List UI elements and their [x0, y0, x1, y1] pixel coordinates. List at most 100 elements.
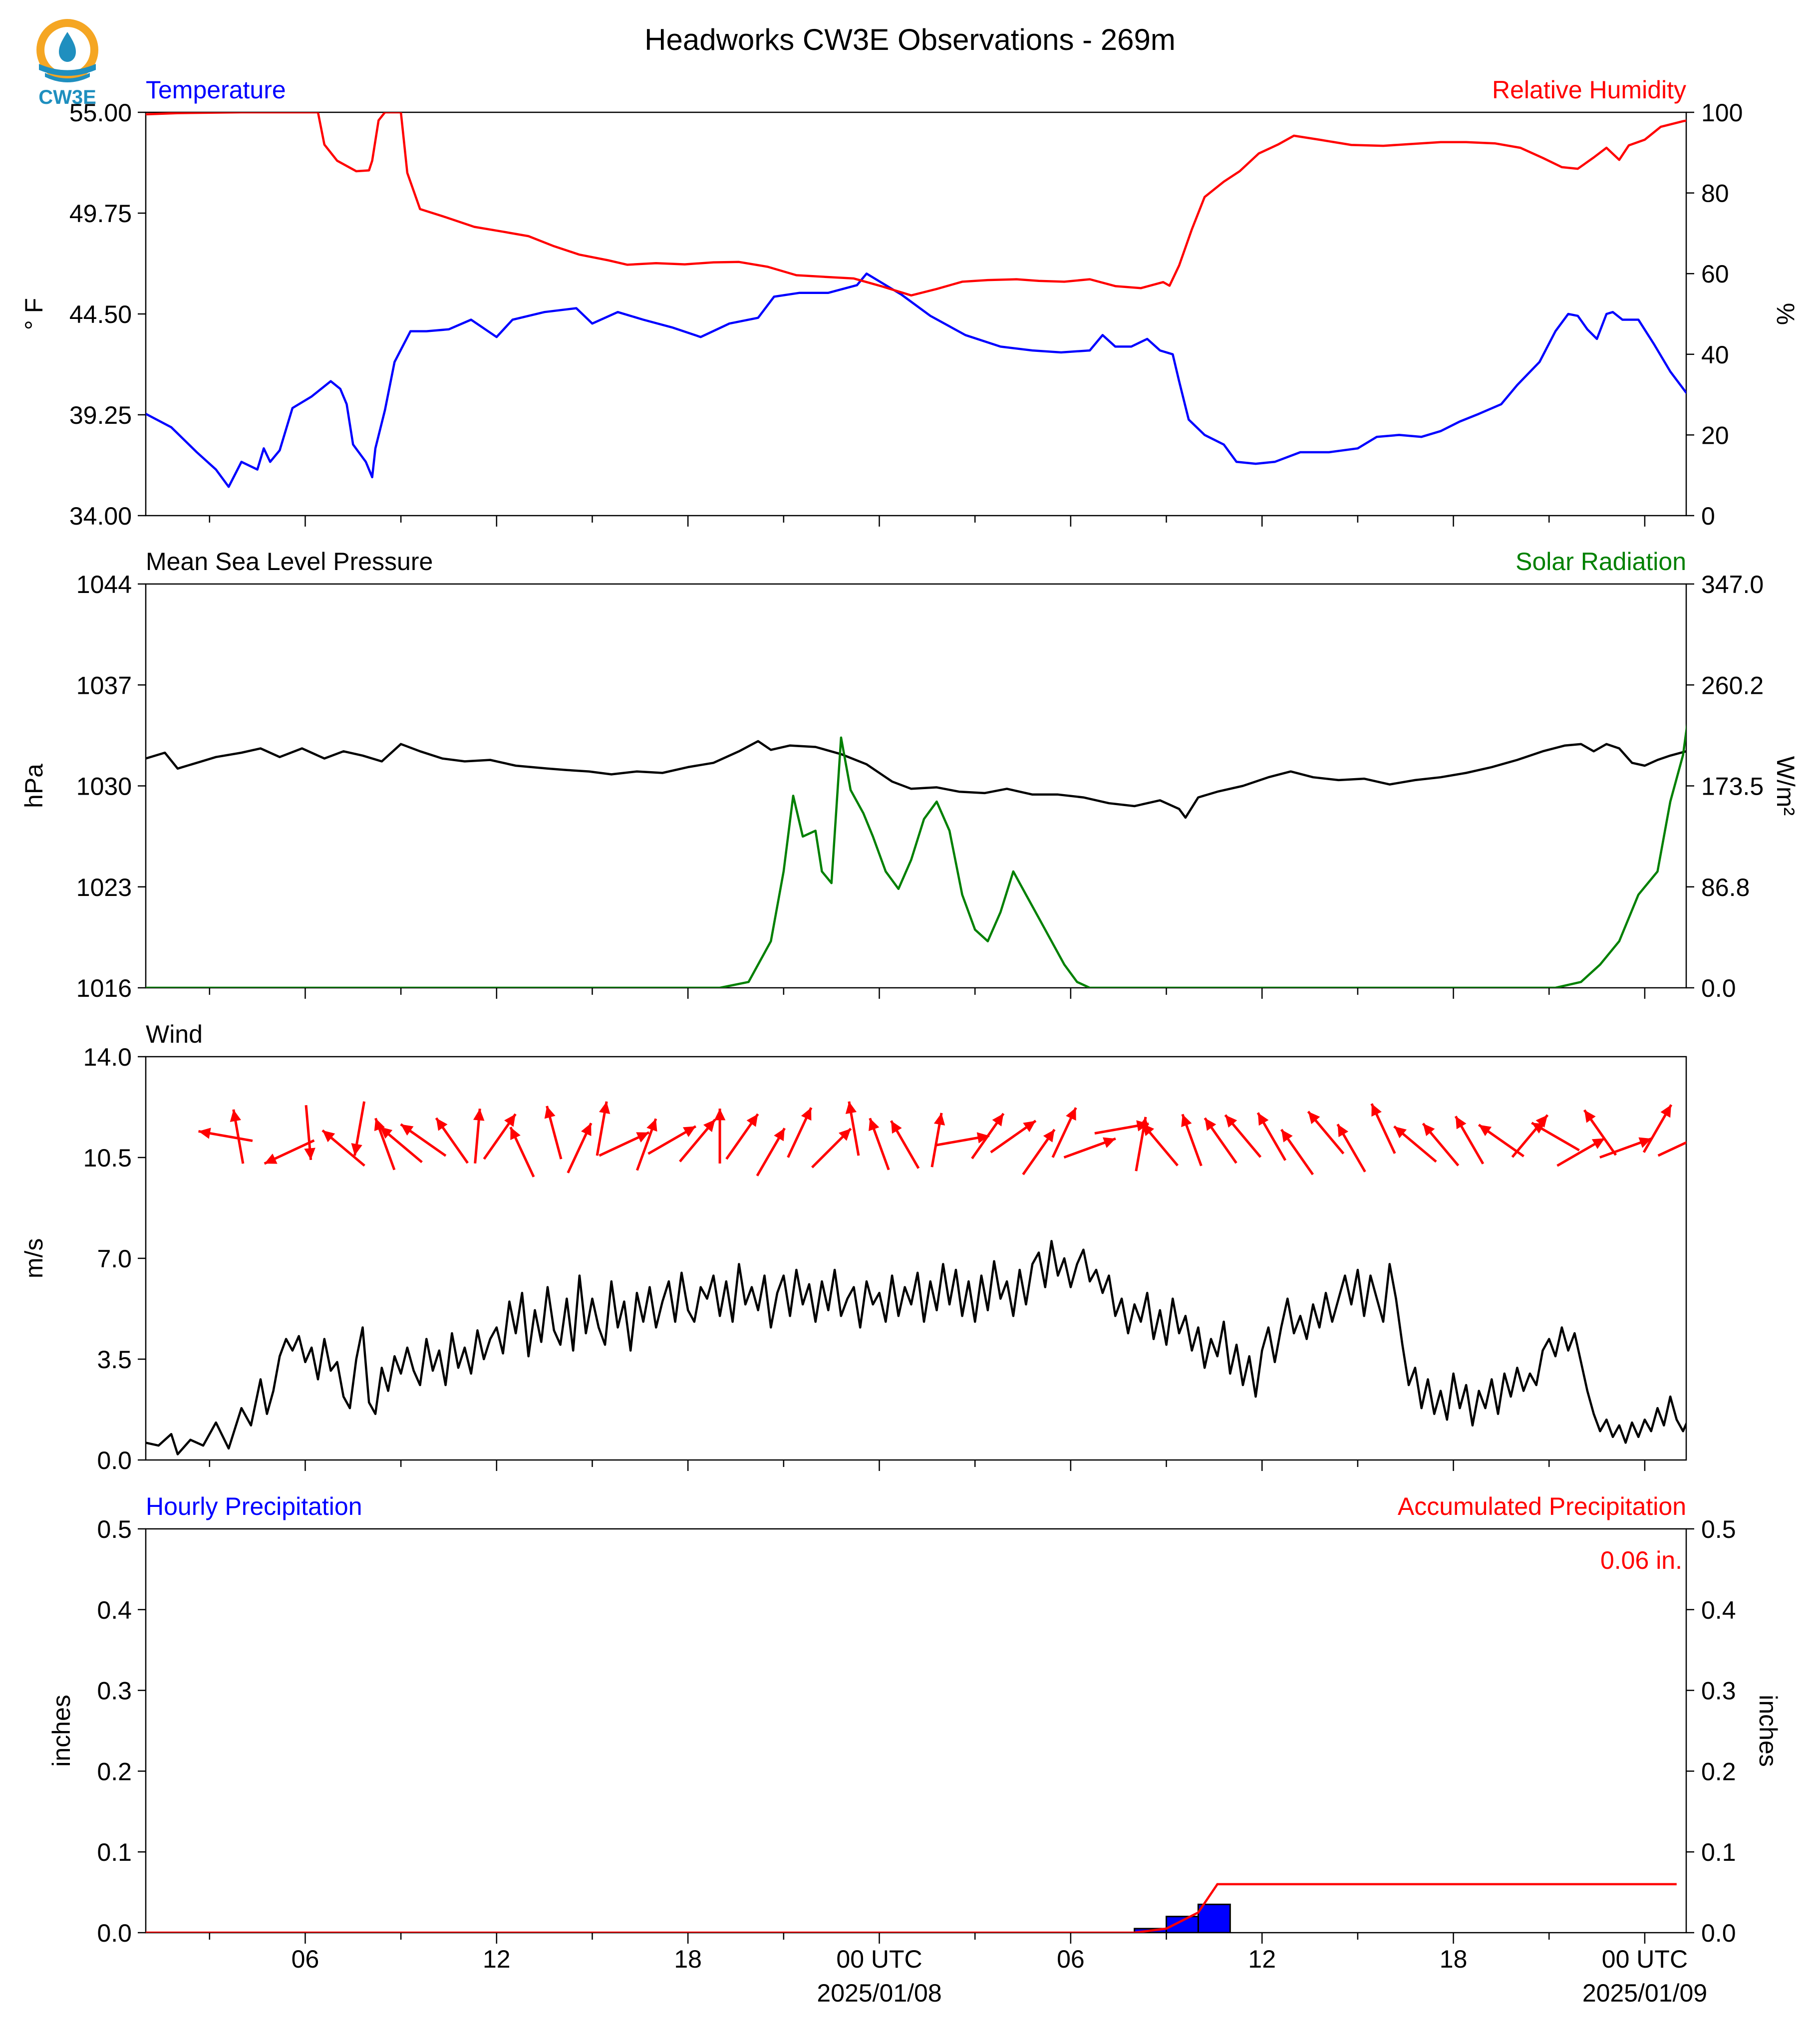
wind-arrow — [890, 1120, 920, 1169]
precip-bar — [1197, 1903, 1231, 1933]
y2-tick-label: 0.5 — [1701, 1515, 1736, 1543]
wind-arrow — [990, 1120, 1037, 1154]
wind-arrow — [787, 1107, 813, 1158]
panel-left-title: Mean Sea Level Pressure — [146, 548, 433, 576]
wind-arrow — [1063, 1137, 1116, 1159]
y-tick-label: 1030 — [76, 773, 132, 801]
x-tick-label: 12 — [483, 1945, 511, 1973]
y-tick-label: 1023 — [76, 873, 132, 901]
y2-tick-label: 20 — [1701, 421, 1729, 449]
wind-arrow — [483, 1113, 517, 1160]
wind-arrow — [435, 1117, 469, 1164]
panel-frame — [145, 583, 1687, 989]
wind-arrow — [647, 1125, 697, 1155]
y2-tick-label: 260.2 — [1701, 671, 1764, 699]
wind-arrow — [567, 1123, 593, 1173]
y2-tick-label: 0.0 — [1701, 1919, 1736, 1947]
panel-frame — [145, 1528, 1687, 1934]
series-line-1-0 — [146, 740, 1686, 819]
wind-arrow — [596, 1101, 610, 1156]
y2-tick-label: 40 — [1701, 341, 1729, 369]
wind-arrow — [756, 1128, 786, 1176]
wind-arrow — [1583, 1109, 1617, 1156]
wind-arrow — [1599, 1137, 1652, 1159]
y2-tick-label: 0.3 — [1701, 1677, 1736, 1705]
y-tick-label: 34.00 — [69, 502, 132, 530]
wind-arrow — [1256, 1112, 1287, 1161]
wind-arrow — [1181, 1114, 1203, 1166]
wind-arrow — [714, 1109, 726, 1163]
panel-right-title: Relative Humidity — [1492, 76, 1686, 104]
wind-arrow — [198, 1128, 253, 1143]
wind-arrow — [971, 1113, 1005, 1159]
wind-arrow — [1336, 1124, 1366, 1172]
wind-arrow — [935, 1132, 990, 1147]
y-tick-label: 49.75 — [69, 200, 132, 228]
y-axis-label: inches — [47, 1695, 75, 1767]
y-tick-label: 44.50 — [69, 300, 132, 328]
wind-arrow — [1657, 1141, 1686, 1157]
panel-left-title: Wind — [146, 1020, 203, 1048]
y-tick-label: 10.5 — [83, 1144, 132, 1172]
y-tick-label: 14.0 — [83, 1043, 132, 1071]
x-date-label: 2025/01/09 — [1582, 1979, 1707, 2007]
y-tick-label: 3.5 — [97, 1346, 132, 1374]
y2-tick-label: 173.5 — [1701, 773, 1764, 801]
wind-arrow — [1556, 1137, 1606, 1167]
y2-tick-label: 86.8 — [1701, 873, 1750, 901]
y2-tick-label: 60 — [1701, 260, 1729, 288]
cw3e-logo: CW3E — [30, 14, 105, 109]
wind-arrow — [1511, 1114, 1549, 1158]
y-tick-label: 1037 — [76, 671, 132, 699]
y-tick-label: 0.0 — [97, 1919, 132, 1947]
wind-arrow — [599, 1131, 650, 1157]
y-axis-label: ° F — [20, 298, 48, 330]
y-tick-label: 55.00 — [69, 99, 132, 127]
wind-arrow — [635, 1118, 657, 1171]
y2-axis-label: inches — [1754, 1695, 1782, 1767]
y2-tick-label: 0.1 — [1701, 1838, 1736, 1866]
y2-tick-label: 0.4 — [1701, 1596, 1736, 1624]
y-tick-label: 0.4 — [97, 1596, 132, 1624]
panel-left-title: Hourly Precipitation — [146, 1492, 362, 1520]
wind-arrow — [1393, 1125, 1437, 1163]
panel-frame — [145, 111, 1687, 517]
series-line-0-0 — [146, 272, 1686, 488]
y2-tick-label: 0.2 — [1701, 1757, 1736, 1785]
wind-arrow — [1022, 1129, 1056, 1175]
chart-title: Headworks CW3E Observations - 269m — [644, 23, 1176, 56]
wind-arrow — [1224, 1114, 1262, 1158]
x-tick-label: 00 UTC — [1602, 1945, 1688, 1973]
wind-arrow — [509, 1127, 535, 1177]
wind-arrow — [845, 1101, 860, 1156]
y-tick-label: 0.1 — [97, 1838, 132, 1866]
wind-arrow — [811, 1128, 852, 1168]
series-line-1-1 — [146, 723, 1686, 988]
y-axis-label: m/s — [20, 1238, 48, 1279]
wind-arrow — [304, 1105, 315, 1160]
y-tick-label: 1016 — [76, 974, 132, 1002]
y2-tick-label: 80 — [1701, 180, 1729, 208]
x-tick-label: 06 — [1057, 1945, 1085, 1973]
x-tick-label: 18 — [674, 1945, 702, 1973]
x-tick-label: 12 — [1248, 1945, 1276, 1973]
wind-arrow — [869, 1118, 890, 1170]
x-tick-label: 18 — [1440, 1945, 1468, 1973]
series-line-0-1 — [146, 112, 1686, 297]
wind-arrow — [473, 1108, 485, 1164]
precip-bar — [1166, 1916, 1199, 1933]
wind-arrow — [930, 1113, 945, 1167]
panel-left-title: Temperature — [146, 76, 286, 104]
wind-arrow — [1307, 1111, 1345, 1155]
wind-arrow — [1531, 1122, 1580, 1152]
y-tick-label: 0.0 — [97, 1447, 132, 1474]
x-date-label: 2025/01/08 — [817, 1979, 941, 2007]
accumulated-annotation: 0.06 in. — [1600, 1546, 1682, 1574]
wind-arrow — [351, 1101, 366, 1156]
wind-arrow — [1051, 1107, 1077, 1158]
wind-arrow — [725, 1113, 759, 1160]
x-tick-label: 00 UTC — [836, 1945, 922, 1973]
y-tick-label: 1044 — [76, 571, 132, 598]
panel-right-title: Accumulated Precipitation — [1398, 1492, 1686, 1520]
